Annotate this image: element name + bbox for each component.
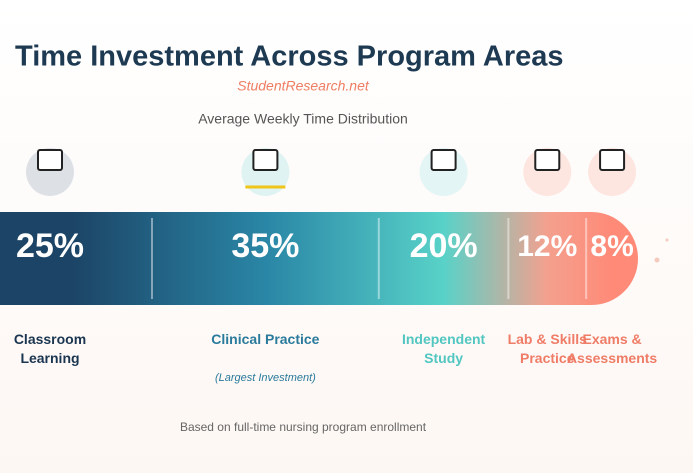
value-label: 8%	[590, 230, 633, 263]
decor-dot	[654, 257, 660, 263]
chart-subtitle: Average Weekly Time Distribution	[198, 111, 408, 127]
chart-title: Time Investment Across Program Areas	[15, 41, 564, 73]
icon	[430, 149, 457, 171]
decor-dot	[665, 238, 669, 242]
category-label: Classroom Learning	[13, 331, 87, 366]
category-label: Clinical Practice	[211, 331, 320, 347]
source: StudentResearch.net	[237, 78, 370, 94]
value-label: 12%	[517, 230, 577, 263]
category-label: Exams & Assessments	[566, 331, 658, 366]
bar-track	[0, 212, 638, 305]
icon	[534, 149, 561, 171]
value-label: 20%	[410, 227, 478, 265]
annotation: (Largest Investment)	[215, 372, 316, 384]
value-label: 25%	[16, 227, 84, 265]
footnote: Based on full-time nursing program enrol…	[180, 420, 427, 434]
icon	[599, 149, 626, 171]
category-label: Lab & Skills Practice	[507, 331, 587, 366]
value-label: 35%	[231, 227, 299, 265]
icon	[37, 149, 63, 171]
icon	[252, 149, 279, 171]
category-label: Independent Study	[401, 331, 486, 366]
